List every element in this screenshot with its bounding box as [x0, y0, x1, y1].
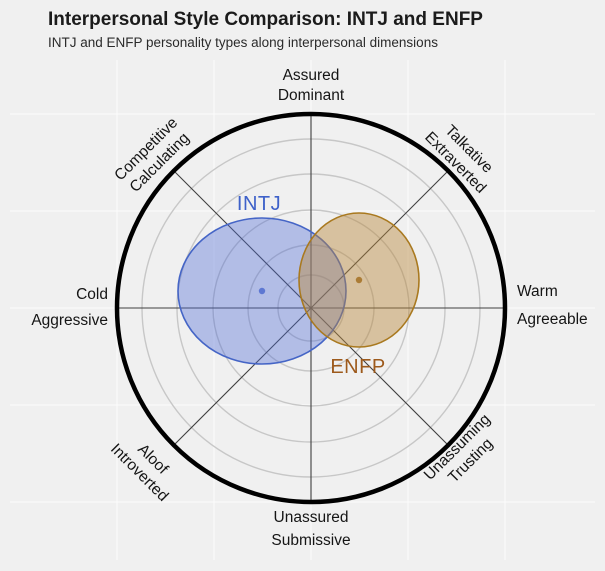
- axis-label-line: Aggressive: [31, 312, 108, 329]
- chart-title: Interpersonal Style Comparison: INTJ and…: [48, 9, 483, 30]
- axis-label-line: Unassured: [273, 509, 349, 526]
- axis-label-line: Assured: [282, 67, 340, 84]
- axis-label-cold-aggressive: Cold Aggressive: [8, 282, 108, 334]
- axis-label-unassured-submissive: Unassured Submissive: [231, 506, 391, 552]
- intj-series-label: INTJ: [236, 193, 282, 215]
- axis-label-line: Cold: [76, 286, 108, 303]
- chart-subtitle: INTJ and ENFP personality types along in…: [48, 35, 438, 50]
- enfp-series-label: ENFP: [330, 356, 386, 378]
- enfp-center-dot: [355, 276, 363, 284]
- axis-label-line: Submissive: [271, 532, 351, 549]
- axis-label-line: Agreeable: [517, 311, 588, 328]
- axis-label-line: Warm: [517, 283, 558, 300]
- outer-circle: [114, 111, 508, 505]
- axis-label-line: Dominant: [277, 86, 345, 104]
- diagonal-axis-nw-se: [173, 170, 449, 446]
- axis-label-assured-dominant: Assured Dominant: [231, 66, 391, 105]
- axis-label-warm-agreeable: Warm Agreeable: [517, 278, 605, 334]
- intj-center-dot: [258, 287, 266, 295]
- axis-spokes: [117, 114, 505, 502]
